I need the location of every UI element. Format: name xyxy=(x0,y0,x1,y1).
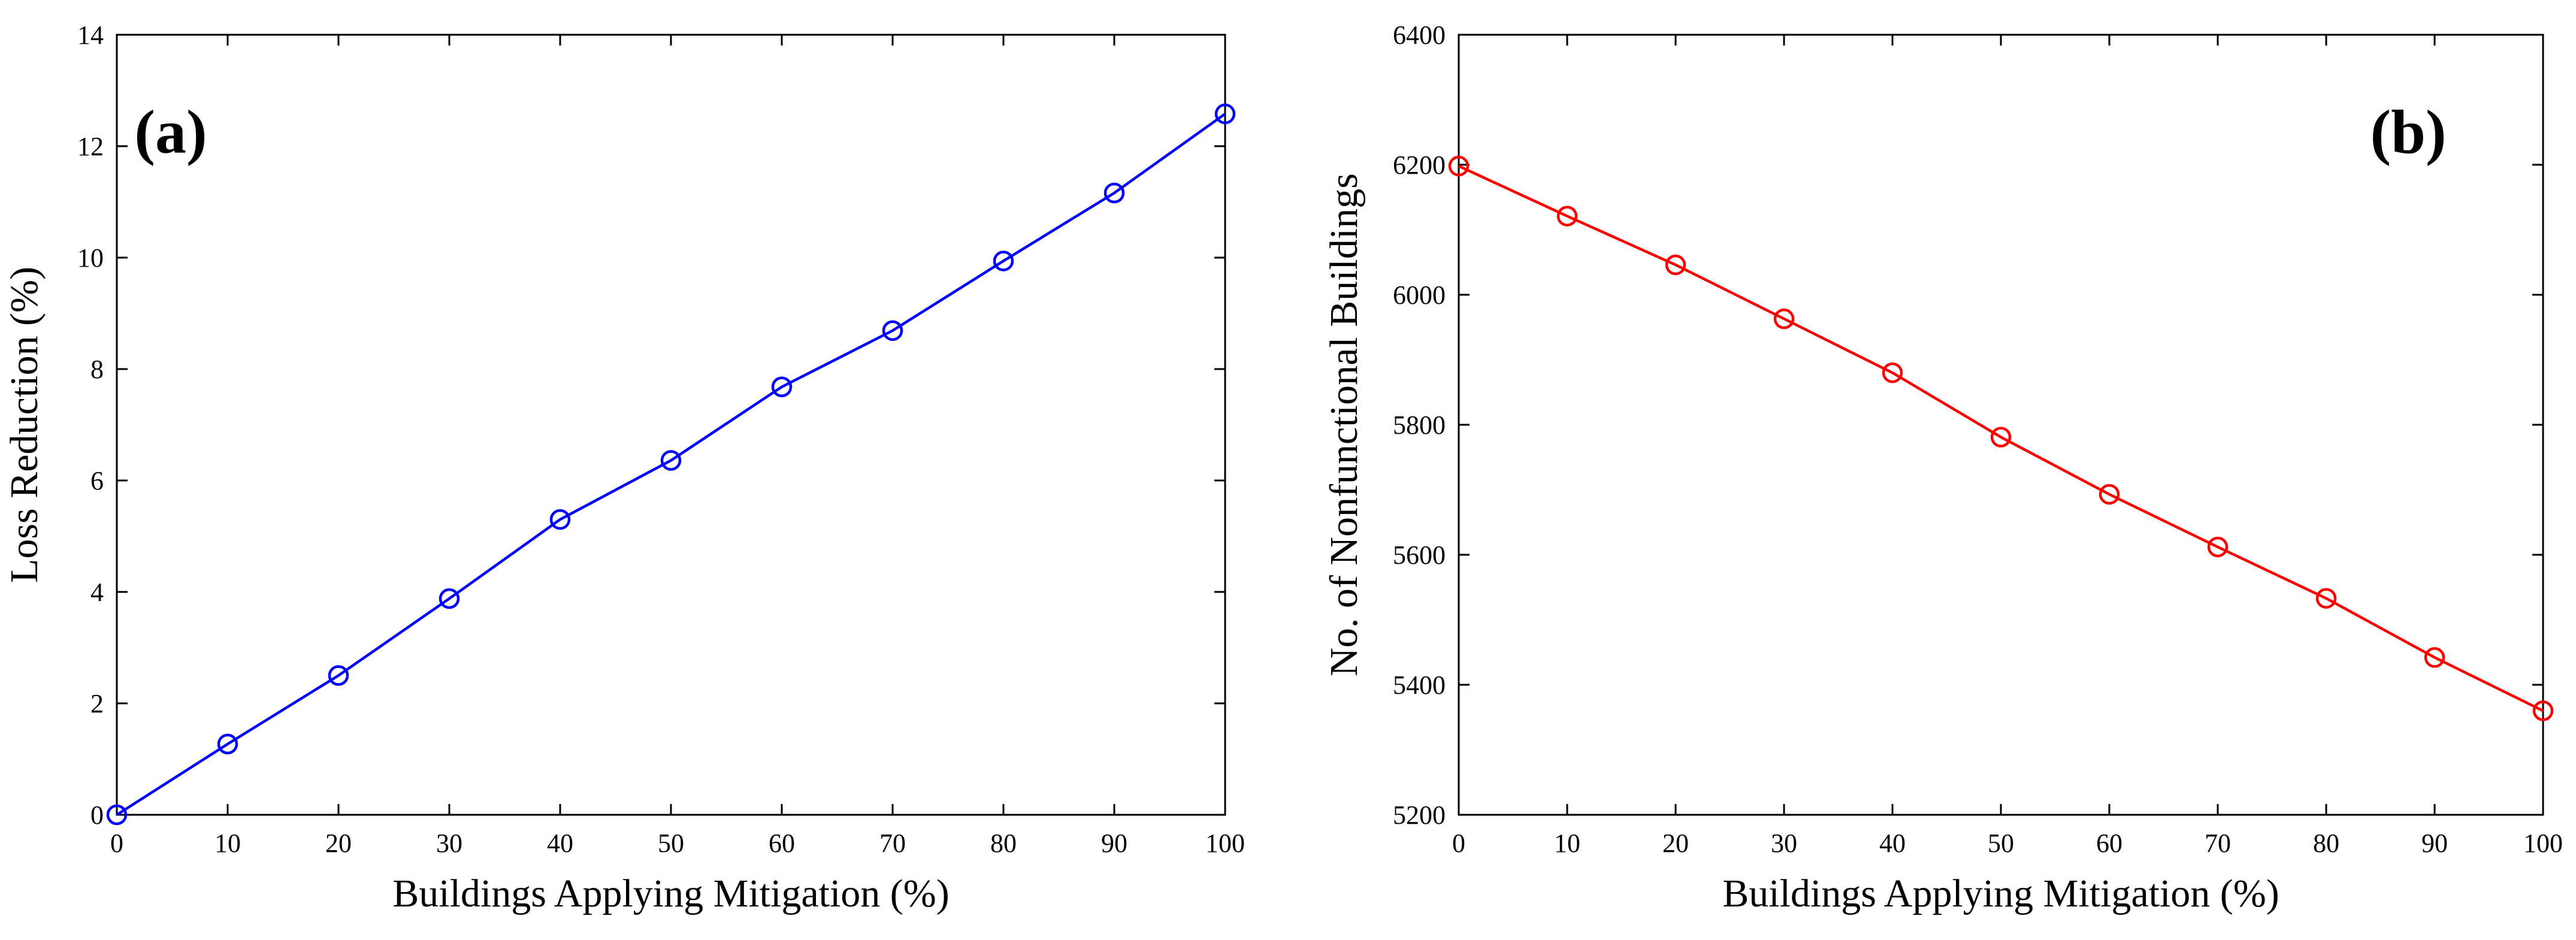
data-point-marker xyxy=(882,320,903,341)
x-tick-label: 10 xyxy=(1554,829,1580,858)
data-point-marker xyxy=(1665,254,1686,276)
y-tick-label: 5600 xyxy=(1393,540,1446,570)
data-point-marker xyxy=(1882,362,1903,383)
x-tick-label: 0 xyxy=(1452,829,1465,858)
data-point-marker xyxy=(1448,155,1470,177)
x-tick-label: 60 xyxy=(769,829,795,858)
panel-label: (b) xyxy=(2370,98,2446,167)
data-point-marker xyxy=(1990,427,2012,448)
series-line xyxy=(116,113,1226,816)
data-point-marker xyxy=(106,804,128,826)
x-tick-label: 30 xyxy=(1771,829,1797,858)
x-tick-label: 40 xyxy=(1879,829,1906,858)
x-tick-label: 60 xyxy=(2096,829,2123,858)
data-point-marker xyxy=(2207,536,2229,558)
x-tick-label: 100 xyxy=(1205,829,1245,858)
y-tick-label: 6200 xyxy=(1393,150,1446,180)
x-tick-label: 100 xyxy=(2523,829,2563,858)
y-tick-label: 10 xyxy=(77,243,104,273)
data-point-marker xyxy=(2315,588,2337,609)
y-tick-label: 6400 xyxy=(1393,20,1446,50)
x-tick-label: 70 xyxy=(2205,829,2231,858)
data-point-marker xyxy=(1103,182,1125,204)
data-point-marker xyxy=(1556,205,1578,226)
data-point-marker xyxy=(549,509,571,530)
data-point-marker xyxy=(2532,700,2554,721)
y-tick-label: 5400 xyxy=(1393,670,1446,700)
x-tick-label: 90 xyxy=(2421,829,2448,858)
data-point-marker xyxy=(1773,308,1795,330)
y-tick-label: 6000 xyxy=(1393,280,1446,310)
y-tick-label: 4 xyxy=(90,578,104,607)
x-tick-label: 50 xyxy=(658,829,684,858)
x-tick-label: 80 xyxy=(2313,829,2339,858)
x-tick-label: 40 xyxy=(547,829,573,858)
y-tick-label: 2 xyxy=(90,689,104,718)
y-tick-label: 0 xyxy=(90,800,104,830)
x-tick-label: 30 xyxy=(436,829,462,858)
data-point-marker xyxy=(771,376,793,398)
data-point-marker xyxy=(993,250,1014,271)
x-tick-label: 50 xyxy=(1988,829,2014,858)
y-tick-label: 14 xyxy=(77,20,104,50)
y-axis-label: No. of Nonfunctional Buildings xyxy=(1322,173,1366,676)
data-point-marker xyxy=(217,733,238,755)
x-tick-label: 90 xyxy=(1101,829,1127,858)
y-tick-label: 12 xyxy=(77,132,104,161)
chart-panel-b: 0 10 20 30 40 50 60 70 80 90 100 5200 5400 5600 5800 60… xyxy=(1322,20,2563,915)
x-axis-label: Buildings Applying Mitigation (%) xyxy=(392,872,950,915)
x-tick-label: 70 xyxy=(879,829,906,858)
y-tick-label: 6 xyxy=(90,466,104,495)
y-tick-label: 8 xyxy=(90,355,104,384)
x-axis-label: Buildings Applying Mitigation (%) xyxy=(1722,872,2279,915)
panel-label: (a) xyxy=(134,98,207,167)
x-tick-label: 80 xyxy=(990,829,1017,858)
y-axis-label: Loss Reduction (%) xyxy=(2,267,46,583)
y-tick-label: 5800 xyxy=(1393,410,1446,440)
x-tick-label: 20 xyxy=(325,829,352,858)
data-point-marker xyxy=(1214,103,1236,125)
data-point-marker xyxy=(660,450,682,471)
data-point-marker xyxy=(2099,483,2120,505)
y-tick-label: 5200 xyxy=(1393,800,1446,830)
series-line xyxy=(1458,165,2544,712)
data-point-marker xyxy=(328,665,349,686)
plot-frame xyxy=(116,34,1226,816)
x-tick-label: 10 xyxy=(214,829,241,858)
chart-panel-a: 0 10 20 30 40 50 60 70 80 90 100 0 2 4 6 8 10 12 14 Buildin… xyxy=(2,20,1245,915)
x-tick-label: 0 xyxy=(110,829,123,858)
data-point-marker xyxy=(2424,647,2445,668)
x-tick-label: 20 xyxy=(1662,829,1689,858)
data-point-marker xyxy=(439,588,460,609)
